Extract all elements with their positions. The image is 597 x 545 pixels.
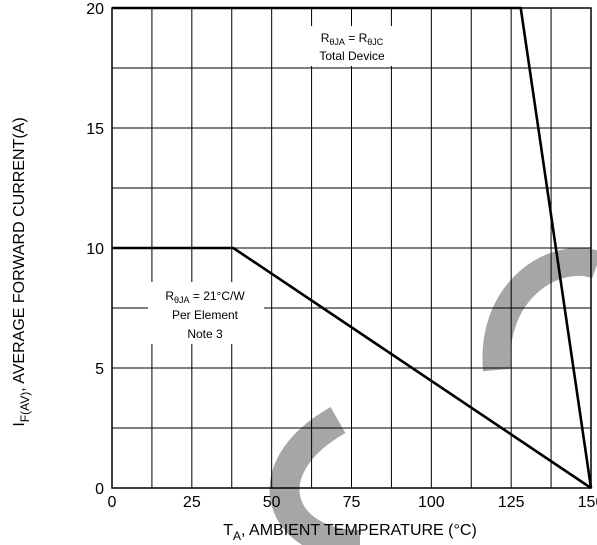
anno-total-sub1: θJA	[329, 37, 345, 47]
anno-total-sub2: θJC	[367, 37, 384, 47]
y-tick-label: 5	[95, 361, 104, 378]
y-tick-label: 20	[86, 1, 104, 18]
y-tick-label: 10	[86, 241, 104, 258]
x-tick-label: 100	[418, 494, 445, 511]
x-tick-label: 125	[498, 494, 525, 511]
y-axis-label: IF(AV), AVERAGE FORWARD CURRENT(A)	[11, 117, 32, 426]
anno-el-sub: θJA	[174, 295, 190, 305]
annotation-element-line1: RθJA = 21°C/W	[165, 289, 245, 305]
y-axis-label-sub: F(AV)	[18, 392, 32, 422]
series-group	[112, 6, 593, 490]
x-tick-label: 50	[263, 494, 281, 511]
annotation-element-bg	[148, 282, 264, 344]
x-tick-label: 75	[343, 494, 361, 511]
watermark-arc-left	[269, 406, 361, 545]
x-tick-label: 150	[578, 494, 597, 511]
x-tick-label: 25	[183, 494, 201, 511]
y-axis-label-main: I	[11, 422, 28, 426]
x-axis-label: TA, AMBIENT TEMPERATURE (°C)	[223, 522, 477, 543]
annotation-total-line1: RθJA = RθJC	[321, 31, 384, 47]
anno-total-eq: = R	[345, 31, 368, 45]
anno-el-value: = 21°C/W	[190, 289, 246, 303]
x-axis-label-sub: A	[233, 529, 241, 543]
annotation-total-device: RθJA = RθJC Total Device	[292, 26, 412, 66]
x-axis-label-rest: , AMBIENT TEMPERATURE (°C)	[241, 522, 477, 539]
annotation-element-line3: Note 3	[187, 327, 223, 341]
annotation-element-line2: Per Element	[172, 308, 239, 322]
y-axis-label-rest: , AVERAGE FORWARD CURRENT(A)	[11, 117, 28, 391]
tick-labels: 0 25 50 75 100 125 150 0 5 10 15 20	[86, 1, 597, 511]
anno-total-r1: R	[321, 31, 330, 45]
anno-el-r: R	[165, 289, 174, 303]
y-tick-label: 15	[86, 121, 104, 138]
y-tick-label: 0	[95, 481, 104, 498]
annotation-total-bg	[292, 26, 412, 66]
series-line-2	[112, 246, 592, 490]
x-axis-label-main: T	[223, 522, 233, 539]
annotation-total-line2: Total Device	[319, 49, 385, 63]
watermark-arc-right	[482, 247, 597, 372]
annotation-per-element: RθJA = 21°C/W Per Element Note 3	[148, 282, 264, 344]
series-line-1	[112, 6, 593, 489]
watermark	[269, 247, 597, 545]
x-tick-label: 0	[108, 494, 117, 511]
grid	[111, 7, 592, 489]
